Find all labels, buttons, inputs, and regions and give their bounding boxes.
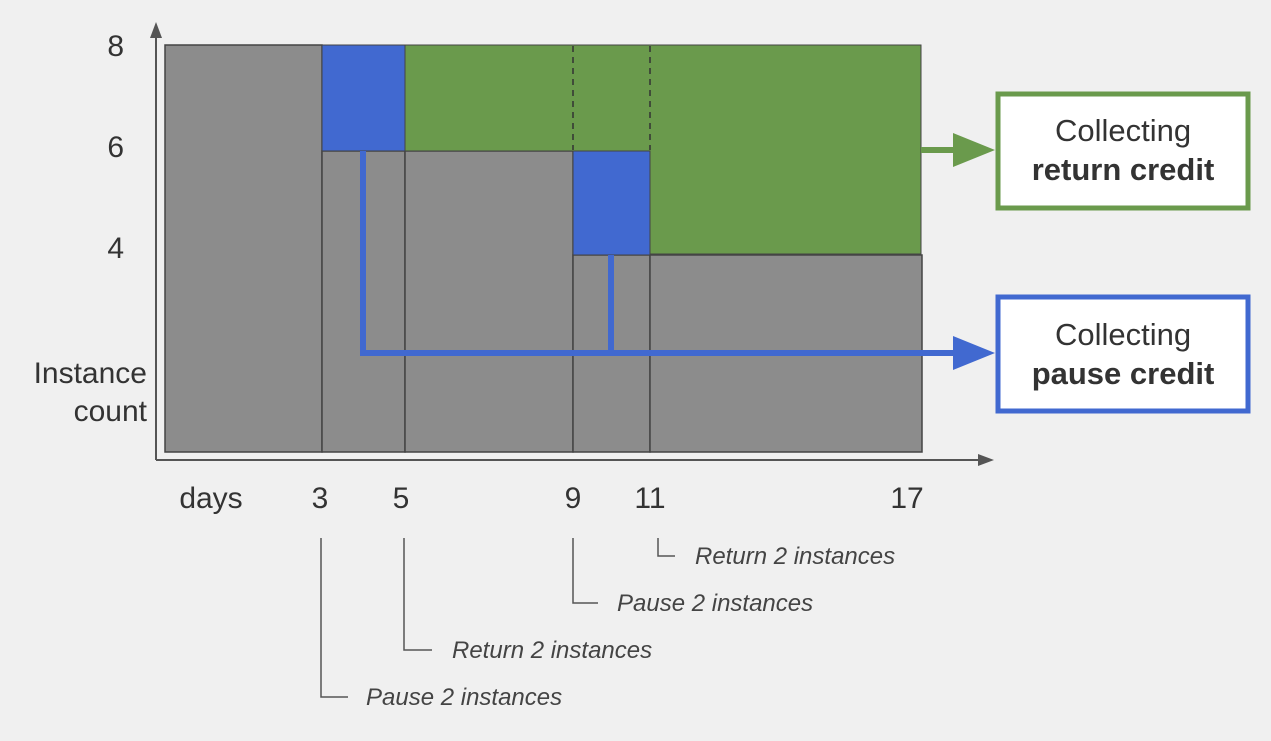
y-tick-6: 6 (107, 131, 124, 164)
x-axis-arrowhead (978, 454, 994, 466)
event-label-day11: Return 2 instances (695, 543, 895, 570)
y-axis-title-line1: Instance (34, 357, 147, 390)
paused-region-day9-11 (572, 150, 651, 256)
x-tick-9: 9 (565, 482, 582, 515)
event-label-day5: Return 2 instances (452, 637, 652, 664)
return-credit-legend-line2: return credit (1032, 152, 1215, 187)
event-leader-day11 (657, 538, 675, 557)
event-label-day3: Pause 2 instances (366, 684, 562, 711)
return-credit-arrowhead (953, 133, 995, 167)
pause-credit-legend: Collecting pause credit (995, 294, 1251, 414)
pause-credit-legend-line2: pause credit (1032, 356, 1215, 391)
return-credit-legend-line1: Collecting (1055, 113, 1191, 148)
x-tick-5: 5 (393, 482, 410, 515)
y-axis-title-line2: count (74, 395, 148, 428)
x-tick-11: 11 (634, 482, 665, 515)
active-region-day0-3 (164, 44, 323, 453)
paused-region-day3-5 (321, 44, 406, 152)
event-leader-day3 (320, 538, 348, 698)
pause-credit-arrowhead (953, 336, 995, 370)
event-leader-day5 (403, 538, 432, 651)
pause-credit-legend-line1: Collecting (1055, 317, 1191, 352)
y-tick-4: 4 (107, 232, 124, 265)
x-axis-title: days (179, 482, 242, 515)
pause-credit-connector (360, 151, 955, 356)
event-label-day9: Pause 2 instances (617, 590, 813, 617)
return-credit-legend: Collecting return credit (995, 91, 1251, 211)
x-tick-17: 17 (890, 482, 923, 515)
active-region-day5-9 (404, 150, 574, 453)
y-tick-8: 8 (107, 30, 124, 63)
event-leader-day9 (572, 538, 598, 604)
x-tick-3: 3 (312, 482, 329, 515)
y-axis-arrowhead (150, 22, 162, 38)
